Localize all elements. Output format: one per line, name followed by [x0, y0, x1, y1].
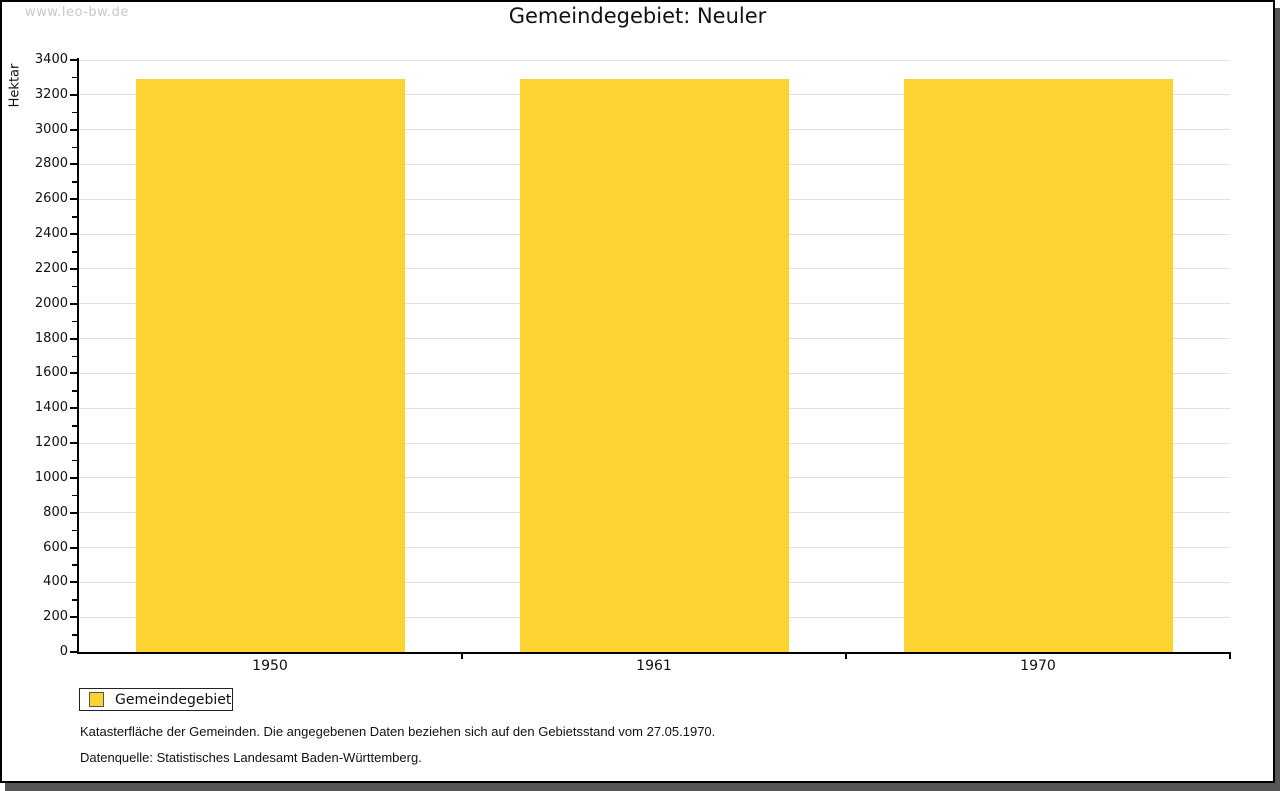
- y-axis-tick-label: 3000: [34, 121, 68, 137]
- chart-title: Gemeindegebiet: Neuler: [508, 4, 767, 28]
- y-axis-tick: [70, 651, 77, 653]
- y-axis-tick-label: 1600: [34, 365, 68, 381]
- y-axis-tick-label: 2600: [34, 191, 68, 207]
- legend: Gemeindegebiet: [79, 688, 233, 711]
- y-axis-minor-tick: [72, 425, 77, 427]
- footnote-source: Datenquelle: Statistisches Landesamt Bad…: [80, 750, 422, 765]
- y-axis-minor-tick: [72, 320, 77, 323]
- y-axis-tick: [70, 163, 77, 166]
- bar: [903, 78, 1173, 652]
- y-axis-tick: [70, 372, 77, 375]
- y-axis-tick: [70, 233, 77, 236]
- y-axis-tick-label: 1200: [34, 435, 68, 451]
- y-axis-tick: [70, 511, 77, 514]
- y-axis-tick: [70, 407, 77, 410]
- y-axis-tick-label: 3200: [34, 86, 68, 102]
- y-axis-tick: [70, 302, 77, 305]
- y-axis-minor-tick: [72, 564, 77, 566]
- y-axis-tick: [70, 128, 77, 131]
- y-axis-tick-label: 1800: [34, 330, 68, 346]
- y-axis-minor-tick: [72, 390, 77, 392]
- x-axis-line: [77, 652, 1231, 654]
- y-axis-minor-tick: [72, 599, 77, 601]
- y-axis-minor-tick: [72, 529, 77, 532]
- legend-label: Gemeindegebiet: [115, 691, 232, 708]
- y-axis-tick-label: 400: [43, 574, 68, 590]
- y-axis-minor-tick: [72, 634, 77, 636]
- y-axis-tick-label: 1000: [34, 469, 68, 485]
- category-label: 1970: [1020, 658, 1056, 674]
- chart-plot-area: 1950 1961 1970 0 200 400 600 800 1000 1200 1400 160…: [2, 2, 1273, 781]
- y-axis-tick: [70, 198, 77, 201]
- y-axis-line: [77, 58, 79, 654]
- y-axis-minor-tick: [72, 181, 77, 183]
- y-axis-minor-tick: [72, 216, 77, 218]
- y-axis-tick: [70, 581, 77, 584]
- y-axis-tick: [70, 546, 77, 549]
- y-axis-minor-tick: [72, 76, 77, 79]
- y-axis-tick: [70, 59, 77, 61]
- category-label: 1961: [636, 658, 672, 674]
- x-axis-tick: [845, 654, 847, 659]
- y-axis-tick-label: 0: [59, 644, 68, 659]
- bar: [135, 78, 405, 652]
- footnote-description: Katasterfläche der Gemeinden. Die angege…: [80, 724, 716, 739]
- y-axis-minor-tick: [72, 111, 77, 114]
- y-axis-tick-label: 2400: [34, 226, 68, 242]
- y-axis-minor-tick: [72, 251, 77, 253]
- x-axis-tick: [1229, 654, 1231, 659]
- y-axis-tick: [70, 616, 77, 619]
- gridline: [79, 59, 1230, 61]
- y-axis-tick-label: 2200: [34, 260, 68, 276]
- y-axis-tick-label: 2000: [34, 295, 68, 311]
- y-axis-minor-tick: [72, 146, 77, 149]
- bar: [519, 78, 789, 652]
- y-axis-tick-label: 800: [43, 504, 68, 520]
- watermark: www.leo-bw.de: [25, 5, 129, 20]
- y-axis-tick-label: 1400: [34, 400, 68, 416]
- y-axis-tick-label: 200: [43, 609, 68, 625]
- x-axis-tick: [461, 654, 463, 659]
- y-axis-tick: [70, 267, 77, 270]
- y-axis-tick: [70, 476, 77, 479]
- legend-swatch-icon: [89, 692, 104, 707]
- y-axis-minor-tick: [72, 494, 77, 497]
- y-axis-tick-label: 600: [43, 539, 68, 555]
- y-axis-minor-tick: [72, 459, 77, 462]
- y-axis-minor-tick: [72, 355, 77, 357]
- y-axis-tick: [70, 93, 77, 96]
- category-label: 1950: [252, 658, 288, 674]
- y-axis-minor-tick: [72, 285, 77, 288]
- y-axis-tick: [70, 337, 77, 340]
- y-axis-tick: [70, 442, 77, 445]
- y-axis-tick-label: 3400: [34, 52, 68, 67]
- y-axis-tick-label: 2800: [34, 156, 68, 172]
